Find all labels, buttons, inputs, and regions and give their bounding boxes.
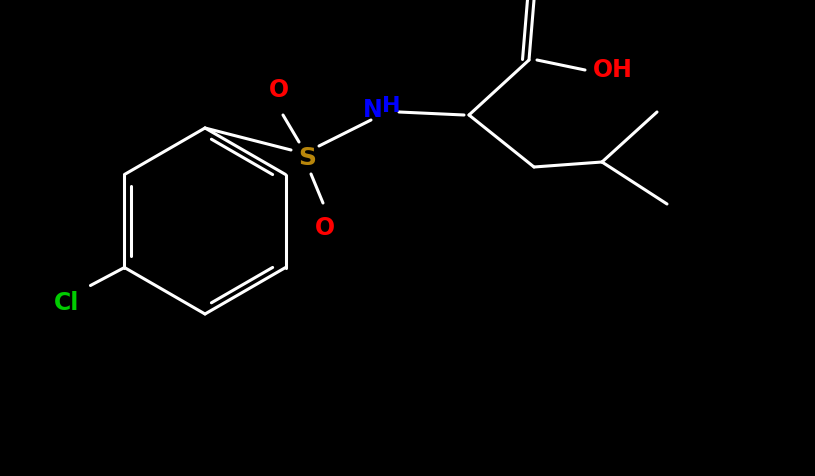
Text: O: O bbox=[315, 216, 335, 240]
Text: H: H bbox=[381, 96, 400, 116]
Text: Cl: Cl bbox=[54, 290, 79, 315]
Text: OH: OH bbox=[593, 58, 633, 82]
Text: S: S bbox=[298, 146, 316, 170]
Text: N: N bbox=[363, 98, 383, 122]
Text: O: O bbox=[269, 78, 289, 102]
